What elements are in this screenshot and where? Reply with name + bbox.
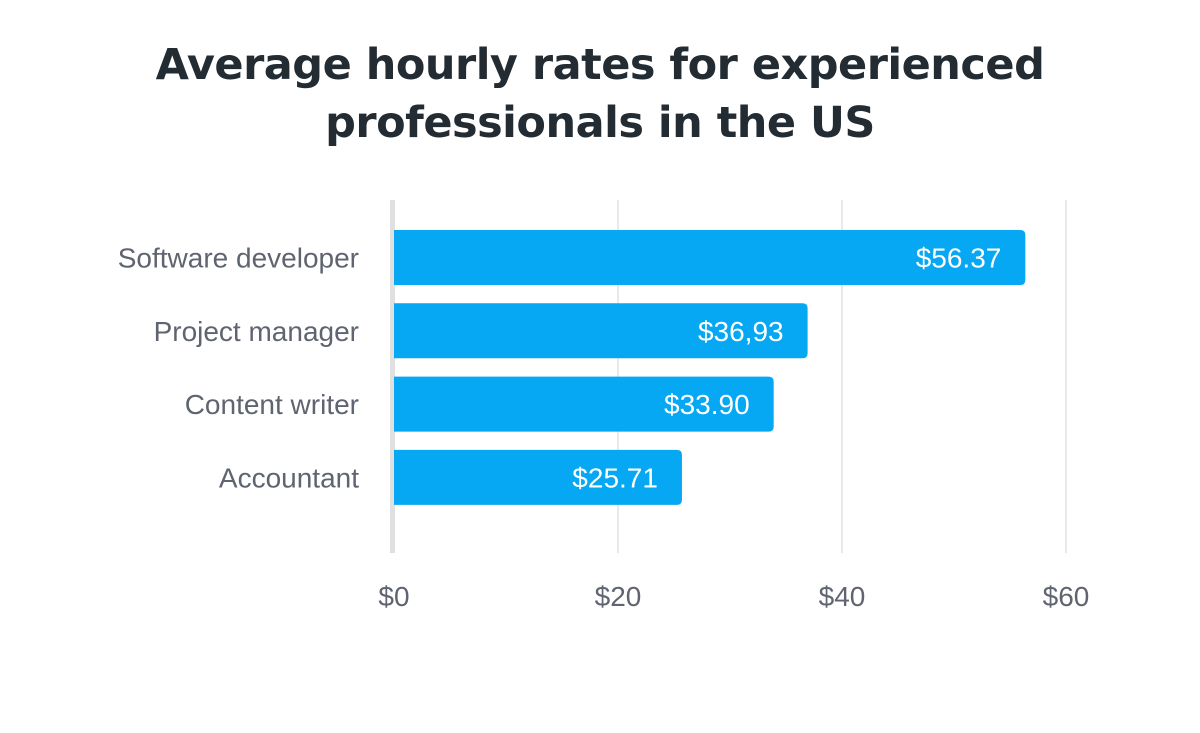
chart-title-line-1: Average hourly rates for experienced <box>155 40 1045 90</box>
zero-axis-line <box>390 200 395 553</box>
bar-1 <box>394 303 808 359</box>
bar-value-label-1: $36,93 <box>698 316 784 347</box>
x-tick-label-3: $60 <box>1043 581 1090 612</box>
bar-value-label-3: $25.71 <box>572 462 658 493</box>
bar-0 <box>394 230 1026 285</box>
bar-2 <box>394 376 774 432</box>
chart-title-line-2: professionals in the US <box>325 98 875 148</box>
bars: $56.37 $36,93 $33.90 $25.71 <box>394 230 1026 505</box>
category-label-1: Project manager <box>154 316 359 347</box>
bar-3 <box>394 449 682 505</box>
x-tick-label-2: $40 <box>819 581 866 612</box>
x-tick-label-0: $0 <box>378 581 409 612</box>
x-axis-tick-labels: $0 $20 $40 $60 <box>378 581 1089 612</box>
axis-baseline <box>390 200 395 553</box>
category-label-3: Accountant <box>219 462 359 493</box>
category-label-0: Software developer <box>118 243 359 274</box>
category-label-2: Content writer <box>185 389 359 420</box>
bar-value-label-0: $56.37 <box>916 243 1002 274</box>
bar-value-label-2: $33.90 <box>664 389 750 420</box>
category-labels: Software developer Project manager Content… <box>118 243 359 494</box>
chart-title: Average hourly rates for experienced pro… <box>0 36 1200 152</box>
x-tick-label-1: $20 <box>595 581 642 612</box>
